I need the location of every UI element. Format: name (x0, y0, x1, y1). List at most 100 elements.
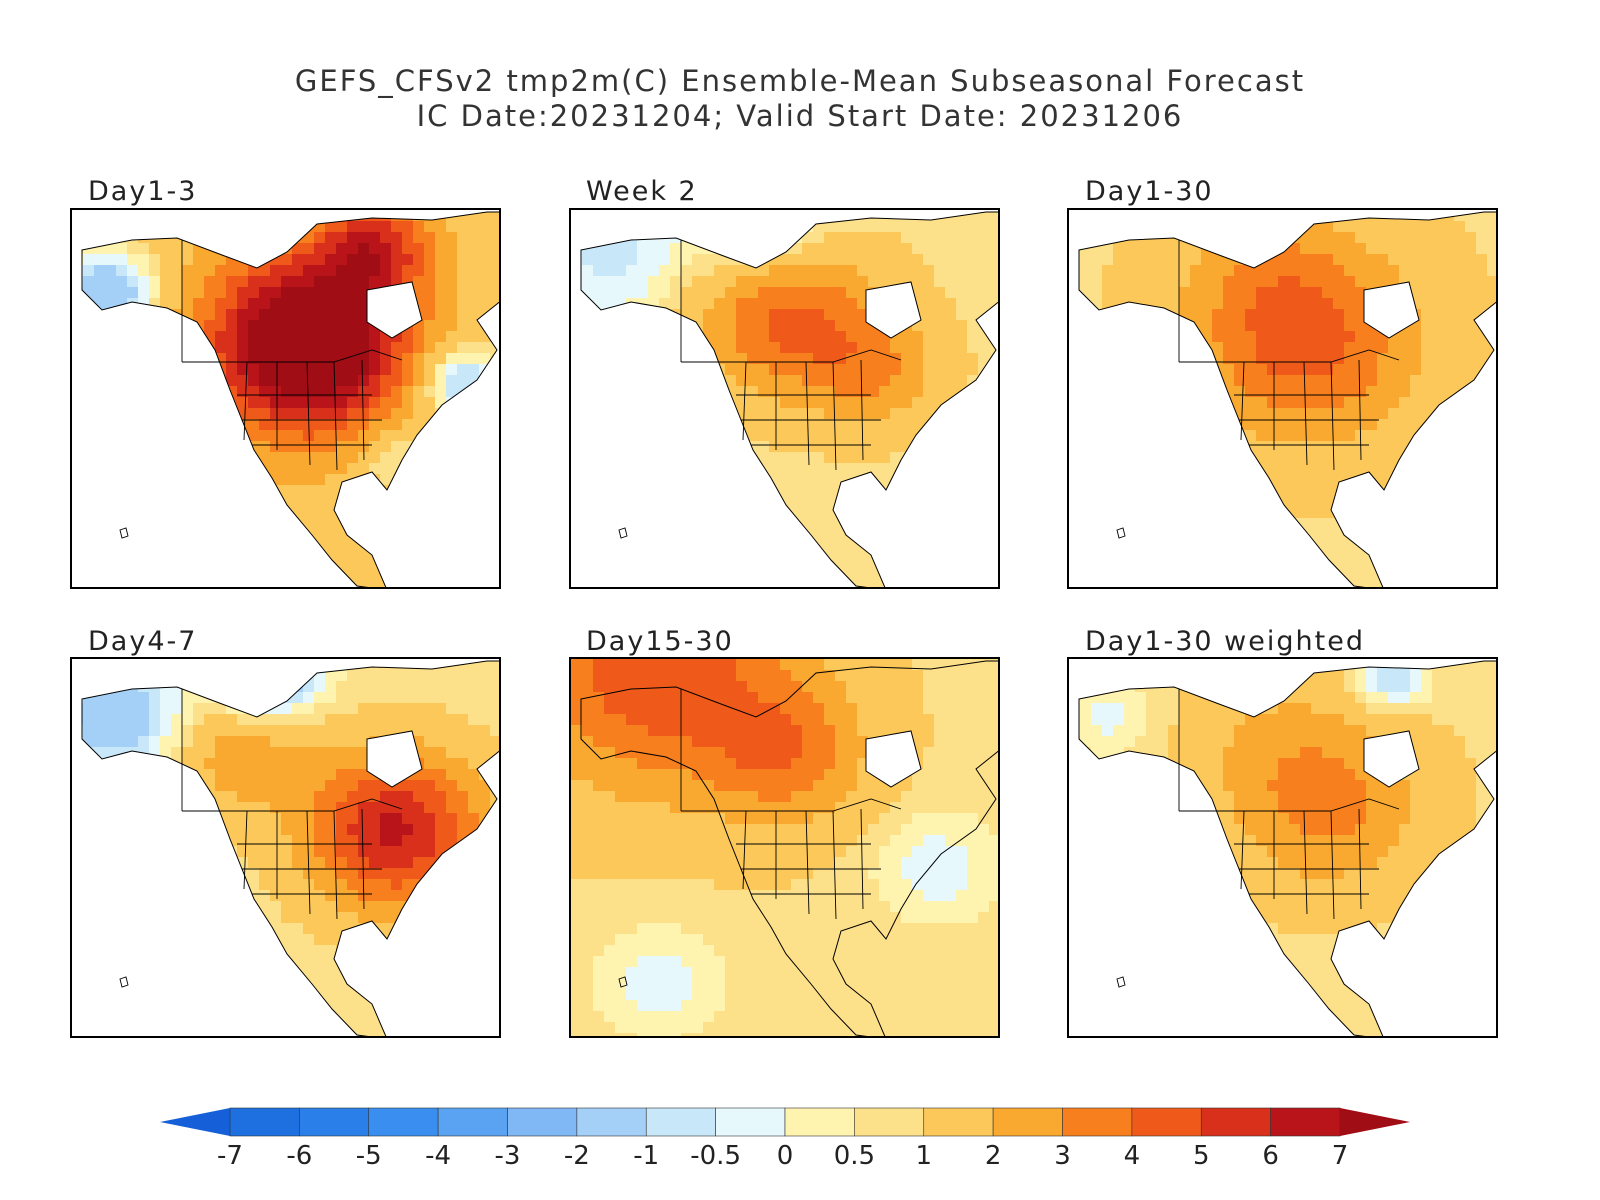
boundary-line (1358, 359, 1362, 461)
colorbar-tick-label: 4 (1123, 1141, 1141, 1171)
coastline (81, 211, 499, 587)
map-panel-week2 (569, 208, 1000, 589)
boundary-line (681, 798, 902, 812)
hawaii-outline (119, 976, 129, 988)
map-panel-day1-30 (1067, 208, 1498, 589)
anomaly-field (571, 659, 998, 1036)
boundary-line (361, 359, 365, 461)
colorbar-segment (229, 1107, 300, 1137)
hawaii-outline (1116, 976, 1126, 988)
boundary-line (832, 361, 837, 471)
boundary-line (805, 361, 810, 466)
colorbar-segment (854, 1107, 925, 1137)
colorbar-segment (576, 1107, 647, 1137)
boundary-line (306, 361, 311, 466)
colorbar-tick-label: 7 (1331, 1141, 1349, 1171)
hawaii-outline (618, 976, 628, 988)
boundary-line (306, 810, 311, 915)
hawaii-outline (119, 527, 129, 539)
boundary-line (1240, 361, 1245, 441)
colorbar-tick-label: 2 (984, 1141, 1002, 1171)
colorbar-tick-label: 1 (915, 1141, 933, 1171)
boundary-line (681, 349, 902, 363)
boundary-line (860, 808, 864, 910)
map-panel-day15-30 (569, 657, 1000, 1038)
boundary-line (1179, 798, 1400, 812)
panel-label-day1-30: Day1-30 (1085, 176, 1214, 207)
boundary-line (182, 798, 403, 812)
anomaly-field (82, 661, 499, 1036)
colorbar-tick-label: 0.5 (833, 1141, 876, 1171)
hawaii-outline (1116, 527, 1126, 539)
colorbar-tick-label: 6 (1262, 1141, 1279, 1171)
colorbar-tick-label: -1 (633, 1141, 660, 1171)
boundary-line (182, 349, 403, 363)
anomaly-field (581, 212, 998, 587)
colorbar-segment (368, 1107, 439, 1137)
panel-label-day1-3: Day1-3 (88, 176, 198, 207)
colorbar-segment (437, 1107, 508, 1137)
hudson-bay (1363, 730, 1420, 788)
colorbar-over-arrow (1340, 1108, 1410, 1136)
colorbar-tick-label: -6 (286, 1141, 313, 1171)
boundary-line (1358, 808, 1362, 910)
hudson-bay (366, 730, 423, 788)
map-panel-day4-7 (70, 657, 501, 1038)
boundary-line (243, 361, 248, 441)
boundary-line (832, 810, 837, 920)
coastline (81, 660, 499, 1036)
coastline (580, 660, 998, 1036)
panel-label-week2: Week 2 (586, 176, 698, 207)
colorbar-tick-label: -3 (494, 1141, 521, 1171)
boundary-line (1303, 361, 1308, 466)
colorbar-tick-label: 0 (776, 1141, 794, 1171)
boundary-line (1330, 361, 1335, 471)
boundary-line (243, 810, 248, 890)
hawaii-outline (618, 527, 628, 539)
colorbar-segment (1270, 1107, 1341, 1137)
colorbar-tick-label: -7 (217, 1141, 243, 1171)
boundary-line (1179, 349, 1400, 363)
colorbar-tick-label: -2 (563, 1141, 590, 1171)
boundary-line (1303, 810, 1308, 915)
colorbar-tick-label: 3 (1054, 1141, 1071, 1171)
colorbar-segment (299, 1107, 370, 1137)
anomaly-field (1079, 212, 1496, 587)
coastline (580, 211, 998, 587)
colorbar-segment (645, 1107, 716, 1137)
colorbar-segment (1131, 1107, 1202, 1137)
colorbar-segment (507, 1107, 578, 1137)
chart-title-line2: IC Date:20231204; Valid Start Date: 2023… (416, 99, 1184, 133)
boundary-line (1330, 810, 1335, 920)
colorbar-segment (992, 1107, 1063, 1137)
colorbar (160, 1107, 1410, 1137)
colorbar-under-arrow (160, 1108, 230, 1136)
colorbar-tick-label: -5 (355, 1141, 382, 1171)
panel-label-day4-7: Day4-7 (88, 626, 198, 657)
hudson-bay (865, 281, 922, 339)
map-panel-day1-30-weighted (1067, 657, 1498, 1038)
boundary-line (333, 361, 338, 471)
boundary-line (742, 361, 747, 441)
coastline (1078, 211, 1496, 587)
boundary-line (805, 810, 810, 915)
boundary-line (333, 810, 338, 920)
anomaly-field (82, 212, 499, 587)
colorbar-segment (1062, 1107, 1133, 1137)
colorbar-segment (923, 1107, 994, 1137)
hudson-bay (1363, 281, 1420, 339)
chart-title-line1: GEFS_CFSv2 tmp2m(C) Ensemble-Mean Subsea… (294, 64, 1306, 98)
colorbar-segment (715, 1107, 786, 1137)
hudson-bay (366, 281, 423, 339)
boundary-line (1240, 810, 1245, 890)
boundary-line (742, 810, 747, 890)
hudson-bay (865, 730, 922, 788)
colorbar-segment (784, 1107, 855, 1137)
boundary-line (361, 808, 365, 910)
panel-label-day1-30-weighted: Day1-30 weighted (1085, 626, 1365, 657)
boundary-line (860, 359, 864, 461)
colorbar-tick-label: 5 (1192, 1141, 1210, 1171)
anomaly-field (1079, 661, 1496, 1036)
coastline (1078, 660, 1496, 1036)
colorbar-tick-label: -0.5 (690, 1141, 741, 1171)
